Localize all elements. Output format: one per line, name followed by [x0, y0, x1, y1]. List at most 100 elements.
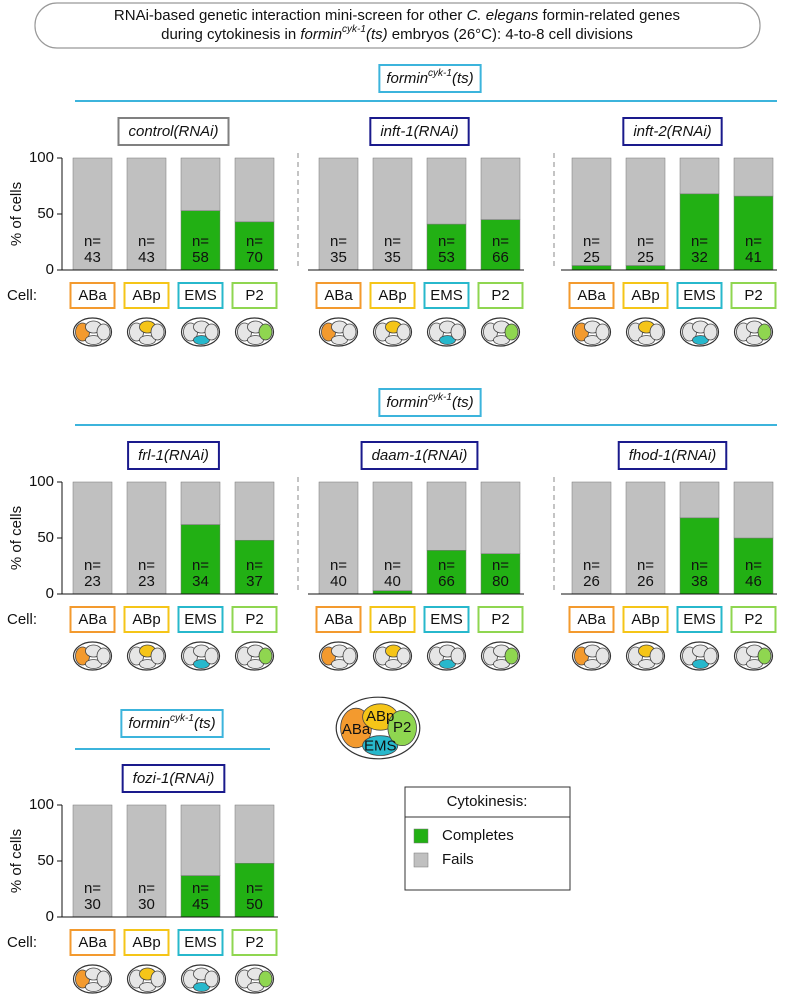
embryo-cell — [150, 323, 165, 341]
cell-name: ABa — [577, 287, 606, 304]
cell-box — [315, 606, 362, 633]
bar-segment — [571, 157, 612, 266]
bar-segment — [72, 157, 113, 271]
embryo-icon — [318, 317, 359, 347]
bar-segment — [733, 481, 774, 539]
y-tick-label: 0 — [46, 585, 54, 602]
cell-box — [477, 606, 524, 633]
cell-name: ABa — [324, 611, 353, 628]
bar-segment — [126, 481, 167, 595]
bar-segment — [180, 481, 221, 525]
bar-segment — [679, 517, 720, 595]
cell-box — [622, 282, 669, 309]
panel-title-box — [117, 117, 230, 146]
n-value: 35 — [330, 249, 347, 266]
cell-name: P2 — [491, 287, 509, 304]
cell-box — [477, 282, 524, 309]
bar-segment — [480, 157, 521, 220]
header-run: RNAi-based genetic interaction mini-scre… — [114, 7, 467, 24]
n-value: 45 — [192, 896, 209, 913]
cell-name: P2 — [245, 611, 263, 628]
embryo-cell — [204, 970, 219, 988]
n-label: n= — [492, 557, 509, 574]
embryo-icon — [180, 641, 221, 671]
panel-title: fhod-1(RNAi) — [629, 447, 717, 464]
cell-name: P2 — [245, 287, 263, 304]
bar-segment — [234, 862, 275, 918]
bar-segment — [72, 804, 113, 918]
embryo-icon — [480, 641, 521, 671]
embryo-cell — [595, 647, 610, 665]
cell-name: EMS — [430, 287, 463, 304]
panel-title: daam-1(RNAi) — [372, 447, 468, 464]
cell-name: ABa — [78, 934, 107, 951]
embryo-cell — [450, 647, 465, 665]
legend-label: Fails — [442, 851, 474, 868]
panel-title-box — [121, 764, 226, 793]
cell-name: EMS — [184, 611, 217, 628]
embryo-icon — [480, 317, 521, 347]
embryo-icon — [126, 964, 167, 994]
cell-box — [69, 606, 116, 633]
y-tick-label: 100 — [29, 473, 54, 490]
n-label: n= — [330, 233, 347, 250]
cell-box — [231, 282, 278, 309]
y-tick-label: 0 — [46, 908, 54, 925]
embryo-cell — [504, 647, 519, 665]
cell-name: P2 — [744, 611, 762, 628]
embryo-icon — [234, 317, 275, 347]
cell-box — [676, 606, 723, 633]
legend-swatch — [413, 828, 429, 844]
bar-segment — [234, 221, 275, 271]
diagram-label: ABp — [366, 708, 394, 725]
legend-box — [404, 786, 571, 891]
cell-name: EMS — [683, 287, 716, 304]
embryo-cell — [150, 970, 165, 988]
n-label: n= — [84, 880, 101, 897]
n-value: 38 — [691, 573, 708, 590]
bar-segment — [180, 157, 221, 211]
n-value: 35 — [384, 249, 401, 266]
n-value: 53 — [438, 249, 455, 266]
cell-box — [622, 606, 669, 633]
embryo-cell — [204, 323, 219, 341]
cell-name: ABp — [132, 287, 160, 304]
bar-segment — [234, 804, 275, 864]
cell-name: ABa — [324, 287, 353, 304]
n-label: n= — [583, 557, 600, 574]
n-label: n= — [637, 233, 654, 250]
n-label: n= — [138, 880, 155, 897]
embryo-cell — [96, 647, 111, 665]
n-value: 46 — [745, 573, 762, 590]
embryo-cell — [204, 647, 219, 665]
bar-segment — [625, 157, 666, 266]
n-value: 26 — [637, 573, 654, 590]
genotype-superscript: cyk-1 — [428, 68, 452, 79]
n-label: n= — [246, 557, 263, 574]
cell-name: EMS — [184, 287, 217, 304]
bar-segment — [234, 157, 275, 223]
embryo-cell — [96, 323, 111, 341]
embryo-icon — [126, 317, 167, 347]
bar-segment — [679, 481, 720, 519]
n-value: 66 — [492, 249, 509, 266]
cell-box — [123, 606, 170, 633]
n-value: 25 — [637, 249, 654, 266]
cell-name: P2 — [245, 934, 263, 951]
bar-segment — [625, 265, 666, 271]
bar-segment — [426, 157, 467, 225]
embryo-cell — [342, 647, 357, 665]
embryo-cell — [703, 323, 718, 341]
cell-name: EMS — [184, 934, 217, 951]
embryo-cell — [649, 647, 664, 665]
panel-title-box — [369, 117, 470, 146]
cell-box — [177, 282, 224, 309]
genotype-base: formin — [128, 715, 170, 732]
embryo-icon — [372, 641, 413, 671]
embryo-cell — [362, 735, 399, 756]
embryo-cell — [450, 323, 465, 341]
header-run: during cytokinesis in — [161, 26, 300, 43]
n-label: n= — [492, 233, 509, 250]
header-text: during cytokinesis in formincyk-1(ts) em… — [161, 24, 633, 43]
cell-box — [69, 282, 116, 309]
